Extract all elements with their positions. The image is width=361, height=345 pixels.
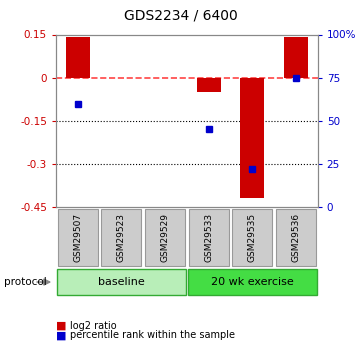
Text: GSM29536: GSM29536: [291, 213, 300, 262]
Text: GSM29507: GSM29507: [73, 213, 82, 262]
FancyBboxPatch shape: [232, 209, 272, 266]
FancyBboxPatch shape: [188, 209, 229, 266]
Text: log2 ratio: log2 ratio: [70, 321, 117, 331]
Text: protocol: protocol: [4, 277, 46, 287]
Text: GDS2234 / 6400: GDS2234 / 6400: [123, 9, 238, 23]
FancyBboxPatch shape: [101, 209, 142, 266]
Text: percentile rank within the sample: percentile rank within the sample: [70, 331, 235, 340]
FancyBboxPatch shape: [58, 209, 98, 266]
Text: GSM29529: GSM29529: [161, 213, 170, 262]
Text: baseline: baseline: [98, 277, 145, 287]
Text: 20 wk exercise: 20 wk exercise: [211, 277, 293, 287]
Text: GSM29535: GSM29535: [248, 213, 257, 262]
Text: ■: ■: [56, 331, 66, 340]
FancyBboxPatch shape: [276, 209, 316, 266]
Bar: [284, 37, 308, 78]
Text: GSM29533: GSM29533: [204, 213, 213, 262]
Text: GSM29523: GSM29523: [117, 213, 126, 262]
Bar: [197, 78, 221, 92]
FancyBboxPatch shape: [57, 269, 186, 295]
Text: ■: ■: [56, 321, 66, 331]
FancyBboxPatch shape: [188, 269, 317, 295]
FancyBboxPatch shape: [145, 209, 185, 266]
Bar: [66, 37, 90, 78]
Bar: [240, 78, 264, 198]
